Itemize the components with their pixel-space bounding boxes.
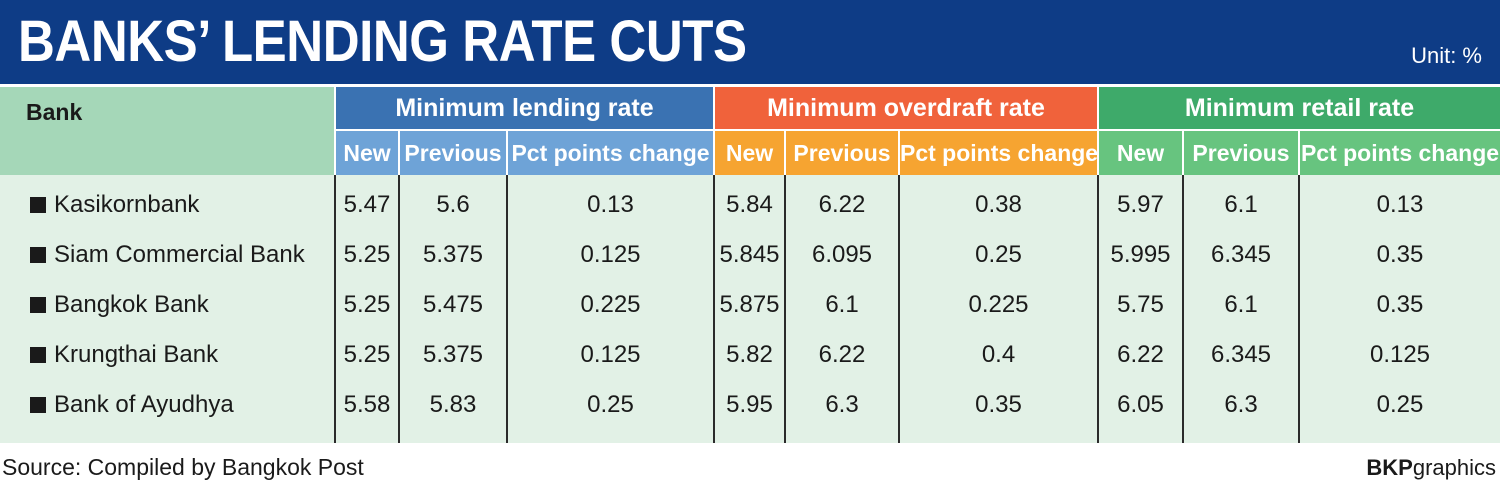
column-divider (1182, 175, 1184, 443)
value-cell-overdraft-previous: 6.3 (825, 391, 859, 418)
value-cell-overdraft-change: 0.25 (975, 241, 1022, 268)
value-cell-overdraft-previous: 6.1 (825, 291, 859, 318)
value-cell-lending-change: 0.225 (580, 291, 641, 318)
bullet-square-icon (30, 397, 46, 413)
col-header-retail-change: Pct points change (1300, 131, 1500, 175)
column-divider (784, 175, 786, 443)
value-cell-lending-previous: 5.83 (429, 391, 477, 418)
value-cell-retail-new: 6.05 (1117, 391, 1164, 418)
group-header-overdraft: Minimum overdraft rate (715, 87, 1097, 129)
bank-name-text: Krungthai Bank (54, 341, 219, 368)
col-header-retail-previous: Previous (1184, 131, 1298, 175)
bank-name: Bangkok Bank (30, 280, 209, 330)
group-header-lending: Minimum lending rate (336, 87, 713, 129)
col-header-lending-new: New (336, 131, 398, 175)
col-header-overdraft-previous: Previous (786, 131, 898, 175)
bullet-square-icon (30, 247, 46, 263)
value-cell-overdraft-change: 0.38 (975, 191, 1022, 218)
bank-name: Bank of Ayudhya (30, 380, 234, 430)
column-divider (713, 175, 715, 443)
table-body (0, 175, 1500, 443)
value-cell-retail-change: 0.35 (1376, 291, 1424, 318)
value-cell-retail-new: 5.995 (1110, 241, 1171, 268)
bank-name: Krungthai Bank (30, 330, 218, 380)
value-cell-lending-new: 5.25 (343, 341, 391, 368)
value-cell-overdraft-new: 5.875 (719, 291, 780, 318)
value-cell-retail-change: 0.35 (1376, 241, 1424, 268)
group-header-retail: Minimum retail rate (1099, 87, 1500, 129)
bank-header-label: Bank (26, 99, 83, 125)
value-cell-lending-change: 0.125 (580, 241, 641, 268)
unit-label: Unit: % (1411, 43, 1482, 68)
column-divider (506, 175, 508, 443)
title-bar: BANKS’ LENDING RATE CUTS Unit: % (0, 0, 1500, 84)
value-cell-retail-change: 0.25 (1376, 391, 1424, 418)
value-cell-retail-new: 5.97 (1117, 191, 1164, 218)
source-note: Source: Compiled by Bangkok Post (2, 454, 364, 480)
value-cell-overdraft-previous: 6.22 (818, 341, 866, 368)
value-cell-lending-new: 5.25 (343, 291, 391, 318)
column-divider (1298, 175, 1300, 443)
value-cell-lending-change: 0.125 (580, 341, 641, 368)
value-cell-lending-new: 5.25 (343, 241, 391, 268)
value-cell-retail-new: 6.22 (1117, 341, 1164, 368)
bank-column-header: Bank (0, 87, 334, 175)
value-cell-overdraft-new: 5.95 (726, 391, 773, 418)
value-cell-lending-change: 0.13 (587, 191, 634, 218)
value-cell-retail-change: 0.13 (1376, 191, 1424, 218)
value-cell-retail-change: 0.125 (1369, 341, 1431, 368)
credit-rest: graphics (1412, 455, 1496, 480)
column-divider (1097, 175, 1099, 443)
value-cell-lending-change: 0.25 (587, 391, 634, 418)
value-cell-retail-previous: 6.1 (1224, 191, 1258, 218)
bank-name-text: Siam Commercial Bank (54, 241, 305, 268)
bank-name: Siam Commercial Bank (30, 230, 305, 280)
col-header-retail-new: New (1099, 131, 1182, 175)
value-cell-overdraft-new: 5.845 (719, 241, 780, 268)
bullet-square-icon (30, 297, 46, 313)
value-cell-overdraft-previous: 6.095 (811, 241, 873, 268)
bank-name: Kasikornbank (30, 180, 199, 230)
value-cell-overdraft-change: 0.35 (975, 391, 1022, 418)
bank-name-text: Kasikornbank (54, 191, 200, 218)
chart-title: BANKS’ LENDING RATE CUTS (18, 9, 747, 74)
column-divider (334, 175, 336, 443)
bank-name-text: Bangkok Bank (54, 291, 209, 318)
col-header-overdraft-change: Pct points change (900, 131, 1098, 175)
value-cell-lending-previous: 5.475 (422, 291, 484, 318)
value-cell-lending-new: 5.47 (343, 191, 391, 218)
value-cell-lending-previous: 5.375 (422, 341, 484, 368)
value-cell-overdraft-new: 5.84 (726, 191, 773, 218)
column-divider (398, 175, 400, 443)
bullet-square-icon (30, 347, 46, 363)
bank-name-text: Bank of Ayudhya (54, 391, 234, 418)
value-cell-overdraft-change: 0.225 (968, 291, 1029, 318)
value-cell-lending-new: 5.58 (343, 391, 391, 418)
value-cell-retail-previous: 6.1 (1224, 291, 1258, 318)
col-header-lending-previous: Previous (400, 131, 506, 175)
value-cell-lending-previous: 5.375 (422, 241, 484, 268)
value-cell-overdraft-previous: 6.22 (818, 191, 866, 218)
col-header-overdraft-new: New (715, 131, 784, 175)
bullet-square-icon (30, 197, 46, 213)
value-cell-retail-previous: 6.345 (1210, 341, 1272, 368)
value-cell-overdraft-new: 5.82 (726, 341, 773, 368)
graphics-credit: BKPgraphics (1366, 454, 1496, 482)
value-cell-lending-previous: 5.6 (436, 191, 470, 218)
value-cell-retail-new: 5.75 (1117, 291, 1164, 318)
credit-bold: BKP (1366, 455, 1413, 480)
value-cell-overdraft-change: 0.4 (981, 341, 1016, 368)
column-divider (898, 175, 900, 443)
value-cell-retail-previous: 6.345 (1210, 241, 1272, 268)
value-cell-retail-previous: 6.3 (1224, 391, 1258, 418)
col-header-lending-change: Pct points change (508, 131, 713, 175)
